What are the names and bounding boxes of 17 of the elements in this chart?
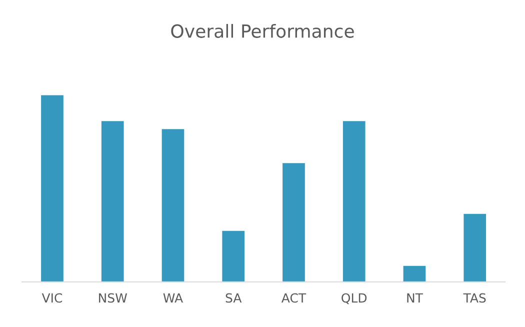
bar — [162, 129, 184, 282]
x-tick-label: SA — [226, 293, 242, 303]
x-tick-label: WA — [163, 293, 183, 302]
bar — [41, 95, 64, 282]
bar — [282, 163, 305, 282]
x-tick-label: ACT — [281, 293, 306, 303]
bar — [222, 230, 245, 282]
bar — [464, 214, 486, 282]
bar — [342, 121, 366, 282]
x-tick-label: QLD — [342, 293, 367, 304]
x-tick-label: NT — [407, 293, 424, 302]
chart-title: Overall Performance — [171, 24, 354, 38]
x-tick-label: VIC — [42, 293, 62, 303]
x-tick-label: TAS — [463, 293, 486, 303]
bar — [101, 121, 124, 282]
bar — [403, 266, 426, 282]
x-tick-label: NSW — [99, 293, 128, 303]
